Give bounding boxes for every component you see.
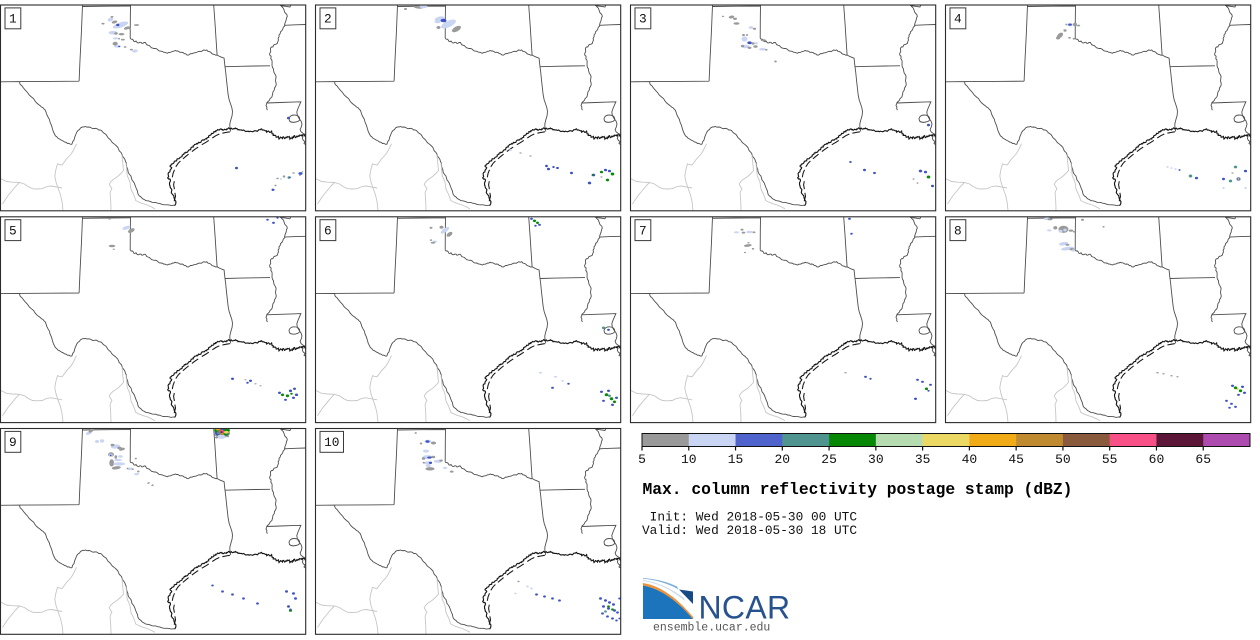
svg-text:15: 15 [728, 452, 744, 467]
svg-text:55: 55 [1102, 452, 1118, 467]
svg-text:10: 10 [324, 435, 339, 450]
svg-text:3: 3 [639, 12, 647, 27]
svg-text:Init: Wed 2018-05-30 00 UTC: Init: Wed 2018-05-30 00 UTC [642, 510, 857, 525]
svg-text:25: 25 [821, 452, 837, 467]
svg-text:8: 8 [954, 224, 962, 239]
svg-text:Max. column reflectivity posta: Max. column reflectivity postage stamp (… [643, 480, 1073, 499]
svg-text:1: 1 [9, 12, 17, 27]
svg-text:40: 40 [962, 452, 978, 467]
svg-text:9: 9 [9, 435, 17, 450]
svg-text:10: 10 [681, 452, 697, 467]
svg-text:45: 45 [1008, 452, 1024, 467]
svg-text:6: 6 [324, 224, 332, 239]
svg-text:Valid: Wed 2018-05-30 18 UTC: Valid: Wed 2018-05-30 18 UTC [642, 523, 857, 538]
svg-text:7: 7 [639, 224, 647, 239]
svg-text:30: 30 [868, 452, 884, 467]
svg-text:ensemble.ucar.edu: ensemble.ucar.edu [653, 622, 770, 635]
svg-text:35: 35 [915, 452, 931, 467]
svg-text:2: 2 [324, 12, 332, 27]
svg-text:50: 50 [1055, 452, 1071, 467]
svg-text:65: 65 [1195, 452, 1211, 467]
svg-text:5: 5 [9, 224, 17, 239]
svg-text:5: 5 [638, 452, 646, 467]
svg-text:NCAR: NCAR [699, 590, 791, 626]
svg-text:60: 60 [1149, 452, 1165, 467]
svg-text:20: 20 [775, 452, 791, 467]
svg-text:4: 4 [954, 12, 962, 27]
